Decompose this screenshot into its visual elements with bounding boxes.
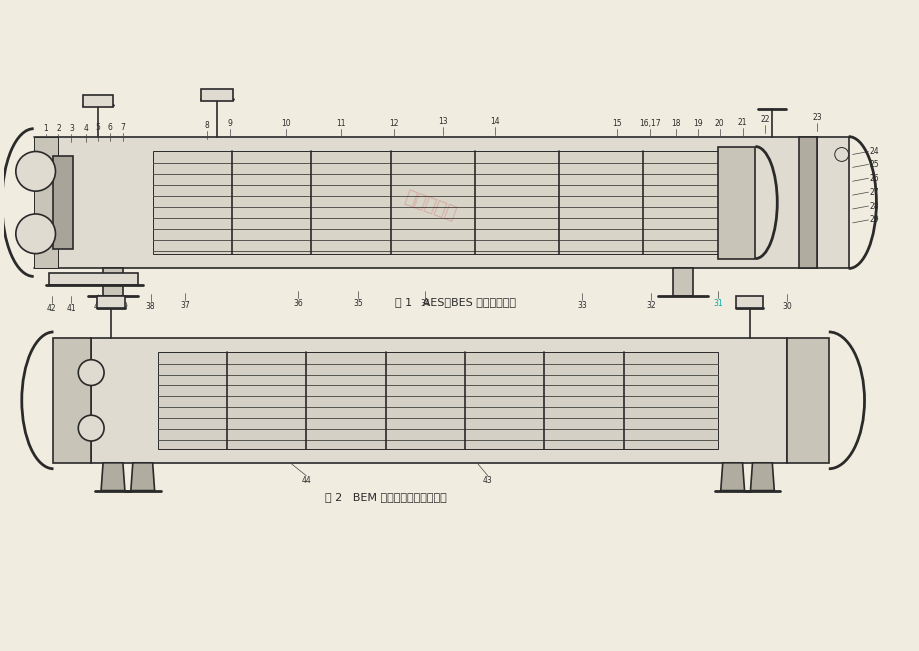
Bar xyxy=(97,296,125,308)
Text: 36: 36 xyxy=(293,299,303,308)
Bar xyxy=(201,89,233,101)
Bar xyxy=(157,352,717,449)
Text: 10: 10 xyxy=(281,119,291,128)
Text: 14: 14 xyxy=(489,117,499,126)
Text: 8: 8 xyxy=(205,121,210,130)
Polygon shape xyxy=(750,463,774,491)
Text: 43: 43 xyxy=(482,476,492,485)
Ellipse shape xyxy=(78,360,104,385)
Text: 30: 30 xyxy=(781,301,791,311)
Text: 13: 13 xyxy=(437,117,448,126)
Text: 图 1   AES，BES 浮头式换热器: 图 1 AES，BES 浮头式换热器 xyxy=(394,298,515,307)
Text: 1: 1 xyxy=(43,124,48,133)
Text: 22: 22 xyxy=(760,115,769,124)
Bar xyxy=(53,338,91,463)
Text: 31: 31 xyxy=(712,299,721,308)
Text: 39: 39 xyxy=(118,301,128,311)
Bar xyxy=(735,296,763,308)
Text: 37: 37 xyxy=(180,301,190,310)
Text: 32: 32 xyxy=(646,301,655,310)
Text: 2: 2 xyxy=(56,124,61,133)
Text: 24: 24 xyxy=(868,147,879,156)
Text: 7: 7 xyxy=(120,123,125,132)
Bar xyxy=(816,137,847,268)
Text: 图 2   BEM 立式固定管板式换热器: 图 2 BEM 立式固定管板式换热器 xyxy=(324,492,446,501)
Text: 28: 28 xyxy=(868,202,879,210)
Polygon shape xyxy=(720,463,743,491)
Bar xyxy=(53,156,74,249)
Text: 15: 15 xyxy=(611,119,621,128)
Text: 23: 23 xyxy=(811,113,821,122)
Text: 40: 40 xyxy=(93,301,103,311)
Text: 12: 12 xyxy=(389,119,398,128)
Bar xyxy=(103,268,123,296)
Text: 6: 6 xyxy=(108,123,112,132)
Text: 3: 3 xyxy=(69,124,74,133)
Text: 5: 5 xyxy=(96,123,100,132)
Bar xyxy=(673,268,692,296)
Text: 19: 19 xyxy=(692,119,702,128)
Text: 4: 4 xyxy=(84,124,88,133)
Text: 35: 35 xyxy=(353,299,362,308)
Text: 20: 20 xyxy=(714,119,724,128)
Text: 44: 44 xyxy=(301,476,311,485)
Text: 26: 26 xyxy=(868,174,879,183)
Bar xyxy=(59,137,816,268)
Text: 38: 38 xyxy=(146,301,155,311)
Text: 16,17: 16,17 xyxy=(639,119,661,128)
Bar xyxy=(717,146,754,258)
Ellipse shape xyxy=(16,214,55,254)
Text: 9: 9 xyxy=(227,119,233,128)
Bar xyxy=(799,137,816,268)
Bar xyxy=(83,95,113,107)
Polygon shape xyxy=(34,137,59,268)
Text: 25: 25 xyxy=(868,160,879,169)
Text: 21: 21 xyxy=(737,118,746,127)
Text: 29: 29 xyxy=(868,215,879,225)
Polygon shape xyxy=(130,463,154,491)
Bar xyxy=(91,338,787,463)
Ellipse shape xyxy=(16,152,55,191)
Text: 33: 33 xyxy=(576,301,586,310)
Text: 41: 41 xyxy=(66,303,76,312)
Text: 34: 34 xyxy=(420,299,430,308)
Text: 仅供参考用: 仅供参考用 xyxy=(402,188,458,224)
Text: 27: 27 xyxy=(868,187,879,197)
Bar xyxy=(153,152,737,254)
Bar xyxy=(787,338,828,463)
Polygon shape xyxy=(101,463,125,491)
Text: 42: 42 xyxy=(47,303,56,312)
Bar xyxy=(49,273,138,285)
Ellipse shape xyxy=(78,415,104,441)
Ellipse shape xyxy=(834,148,847,161)
Text: 11: 11 xyxy=(336,119,346,128)
Text: 18: 18 xyxy=(671,119,680,128)
